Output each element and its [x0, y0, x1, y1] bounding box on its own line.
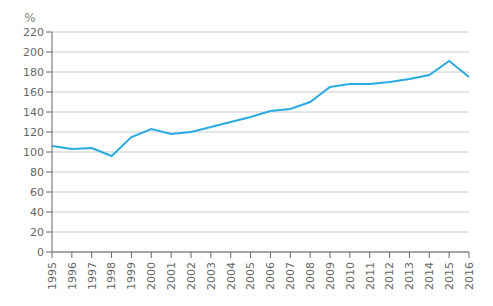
svg-text:80: 80 — [30, 166, 44, 179]
svg-text:0: 0 — [37, 246, 44, 259]
svg-text:1995: 1995 — [46, 262, 59, 290]
svg-text:1996: 1996 — [66, 262, 79, 290]
svg-text:2000: 2000 — [145, 262, 158, 290]
svg-text:2001: 2001 — [165, 262, 178, 290]
svg-text:2013: 2013 — [403, 262, 416, 290]
svg-text:60: 60 — [30, 186, 44, 199]
svg-text:1997: 1997 — [86, 262, 99, 290]
svg-text:220: 220 — [23, 26, 44, 39]
svg-text:40: 40 — [30, 206, 44, 219]
svg-text:2015: 2015 — [443, 262, 456, 290]
svg-text:2009: 2009 — [324, 262, 337, 290]
svg-text:1998: 1998 — [105, 262, 118, 290]
svg-text:160: 160 — [23, 86, 44, 99]
svg-text:100: 100 — [23, 146, 44, 159]
svg-text:%: % — [24, 11, 35, 25]
svg-text:140: 140 — [23, 106, 44, 119]
svg-text:120: 120 — [23, 126, 44, 139]
svg-text:2004: 2004 — [225, 262, 238, 290]
svg-text:2003: 2003 — [205, 262, 218, 290]
svg-text:180: 180 — [23, 66, 44, 79]
svg-text:2007: 2007 — [284, 262, 297, 290]
svg-text:2008: 2008 — [304, 262, 317, 290]
svg-text:20: 20 — [30, 226, 44, 239]
svg-text:2014: 2014 — [423, 262, 436, 290]
svg-text:2016: 2016 — [463, 262, 476, 290]
svg-text:1999: 1999 — [125, 262, 138, 290]
svg-text:2005: 2005 — [244, 262, 257, 290]
svg-text:200: 200 — [23, 46, 44, 59]
svg-text:2006: 2006 — [264, 262, 277, 290]
svg-text:2011: 2011 — [364, 262, 377, 290]
svg-text:2012: 2012 — [383, 262, 396, 290]
svg-text:2010: 2010 — [344, 262, 357, 290]
svg-text:2002: 2002 — [185, 262, 198, 290]
